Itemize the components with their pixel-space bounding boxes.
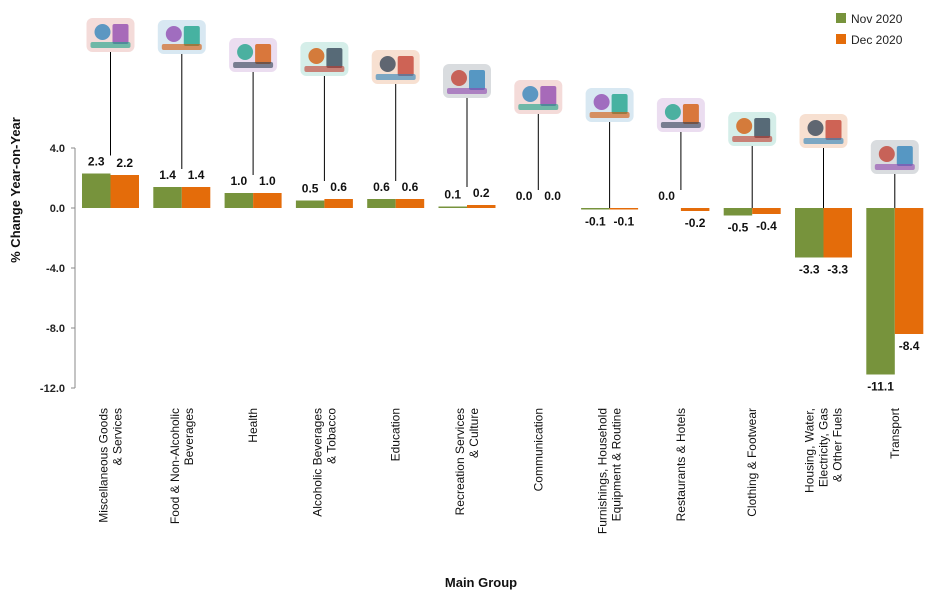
music-instruments-icon — [443, 64, 491, 98]
data-label: 2.2 — [116, 156, 133, 170]
x-axis-title: Main Group — [445, 575, 517, 590]
data-label: 0.0 — [516, 189, 533, 203]
bars-layer — [82, 173, 924, 375]
data-label: 0.6 — [373, 180, 390, 194]
bar-dec — [680, 208, 710, 211]
data-label: 0.1 — [444, 188, 461, 202]
bar-dec — [752, 208, 781, 214]
shopping-goods-icon — [86, 18, 135, 52]
bottles-icon — [300, 42, 349, 76]
category-label: Transport — [888, 407, 902, 459]
legend-label-dec: Dec 2020 — [851, 33, 903, 47]
bar-nov — [367, 199, 396, 208]
data-label: -0.5 — [728, 221, 749, 235]
y-axis: 4.0 0.0 -4.0 -8.0 -12.0 — [40, 143, 76, 395]
y-tick-label: 0.0 — [50, 203, 65, 215]
furniture-icon — [585, 88, 634, 122]
data-label: 1.0 — [231, 174, 248, 188]
data-label: 0.2 — [473, 186, 490, 200]
data-label: 1.4 — [188, 168, 205, 182]
data-label: 0.0 — [544, 189, 561, 203]
hotel-building-icon — [656, 98, 705, 132]
bar-nov — [866, 208, 895, 375]
bar-nov — [224, 193, 254, 208]
category-label: & Tobacco — [324, 408, 338, 464]
bar-dec — [894, 208, 924, 334]
bar-dec — [181, 187, 211, 208]
data-label: 2.3 — [88, 155, 105, 169]
icons-layer — [86, 18, 919, 208]
bar-nov — [153, 187, 182, 208]
category-label: & Other Fuels — [831, 408, 845, 482]
data-label: -0.1 — [614, 215, 635, 229]
data-label: -0.4 — [756, 219, 777, 233]
value-labels: 2.3 2.2 1.4 1.4 1.0 1.0 0.5 0.6 0.6 0.6 0.1 0.2 0.0 0… — [88, 155, 920, 394]
data-label: 1.4 — [159, 168, 176, 182]
bar-nov — [295, 200, 325, 208]
data-label: -3.3 — [827, 263, 848, 277]
y-tick-label: 4.0 — [50, 143, 65, 155]
category-label: Equipment & Routine — [610, 408, 624, 522]
legend-swatch-nov — [836, 13, 846, 23]
data-label: 0.6 — [330, 180, 347, 194]
y-tick-label: -8.0 — [46, 323, 65, 335]
category-labels: Miscellaneous Goods & Services Food & Non-… — [97, 407, 902, 534]
bar-nov — [82, 173, 111, 208]
category-label: Recreation Services — [453, 408, 467, 515]
hospital-icon — [229, 38, 278, 72]
data-label: -3.3 — [799, 263, 820, 277]
category-label: Electricity, Gas — [817, 408, 831, 487]
data-label: -0.1 — [585, 215, 606, 229]
delivery-scooter-icon — [514, 80, 563, 114]
bar-nov — [795, 208, 824, 258]
category-label: & Services — [111, 408, 125, 465]
bar-dec — [110, 175, 139, 208]
vehicles-icon — [870, 140, 919, 174]
house-utilities-icon — [799, 114, 848, 148]
y-axis-title: % Change Year-on-Year — [8, 117, 23, 263]
data-label: -0.2 — [685, 216, 706, 230]
bar-nov — [438, 206, 467, 208]
legend-swatch-dec — [836, 34, 846, 44]
legend: Nov 2020 Dec 2020 — [836, 12, 903, 47]
bar-dec — [609, 208, 639, 210]
bar-nov — [581, 208, 610, 210]
category-label: Clothing & Footwear — [745, 408, 759, 517]
data-label: -8.4 — [899, 339, 920, 353]
data-label: 0.5 — [302, 182, 319, 196]
category-label: Furnishings, Household — [596, 408, 610, 534]
category-label: Beverages — [182, 408, 196, 465]
bar-dec — [324, 199, 353, 208]
category-label: Restaurants & Hotels — [674, 408, 688, 521]
category-label: Education — [389, 408, 403, 461]
category-label: Miscellaneous Goods — [97, 408, 111, 523]
category-label: Alcoholic Beverages — [310, 408, 324, 517]
data-label: 1.0 — [259, 174, 276, 188]
legend-label-nov: Nov 2020 — [851, 12, 903, 26]
food-basket-icon — [157, 20, 206, 54]
category-label: Housing, Water, — [803, 408, 817, 493]
bar-dec — [395, 199, 425, 208]
bar-dec — [253, 193, 282, 208]
category-label: & Culture — [467, 408, 481, 458]
books-icon — [371, 50, 420, 84]
clothing-icon — [728, 112, 777, 146]
category-label: Communication — [531, 408, 545, 491]
y-tick-label: -12.0 — [40, 383, 65, 395]
data-label: -11.1 — [867, 380, 894, 394]
data-label: 0.0 — [658, 189, 675, 203]
category-label: Health — [246, 408, 260, 443]
y-tick-label: -4.0 — [46, 263, 65, 275]
category-label: Food & Non-Alcoholic — [168, 408, 182, 524]
data-label: 0.6 — [402, 180, 419, 194]
bar-dec — [823, 208, 852, 258]
bar-dec — [467, 205, 496, 208]
bar-nov — [723, 208, 753, 216]
